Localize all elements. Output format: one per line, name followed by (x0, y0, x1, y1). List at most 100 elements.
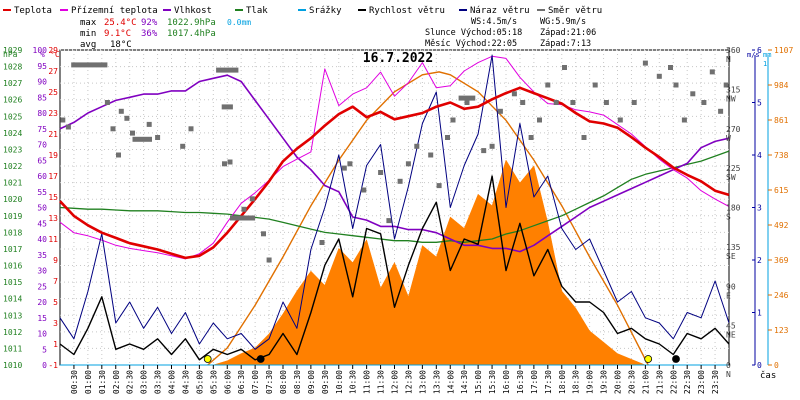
direction-compass-label: NW (726, 94, 736, 103)
hpa-tick-label: 1014 (3, 295, 22, 304)
wind-direction-point (124, 115, 130, 121)
humidity-tick-label: 45 (37, 219, 47, 228)
wind-speed-tick-label: 5 (757, 99, 762, 108)
x-tick-label: 16:00 (502, 370, 511, 394)
sunrise-marker (203, 355, 212, 363)
wind-direction-point (414, 143, 420, 149)
chart-title: 16.7.2022 (363, 51, 433, 66)
stats-min-label: min (80, 29, 96, 39)
wind-direction-point (603, 100, 609, 105)
hpa-tick-label: 1026 (3, 96, 22, 105)
temperature-tick-label: 17 (48, 172, 58, 181)
x-tick-label: 21:00 (641, 370, 650, 394)
sun-moon-markers (203, 355, 680, 363)
x-tick-label: 09:00 (307, 370, 316, 394)
wind-direction-point (709, 69, 715, 75)
x-tick-label: 04:00 (168, 370, 177, 394)
wind-direction-point (146, 121, 152, 127)
x-tick-label: 20:00 (614, 370, 623, 394)
wind-speed-tick-label: 4 (757, 151, 762, 160)
x-tick-label: 06:00 (223, 370, 232, 394)
wind-speed-tick-label: 1 (757, 309, 762, 318)
x-tick-label: 22:30 (683, 370, 692, 394)
humidity-tick-label: 40 (37, 235, 47, 244)
humidity-tick-label: 0 (42, 361, 47, 370)
humidity-tick-label: 55 (37, 188, 47, 197)
wind-direction-point (617, 117, 623, 123)
x-tick-label: 08:30 (293, 370, 302, 394)
direction-degree-label: 225 (726, 164, 741, 173)
stats-block: max 25.4°C 92% 1022.9hPa 0.0mm min 9.1°C… (80, 18, 251, 50)
temperature-tick-label: 5 (53, 298, 58, 307)
x-tick-label: 18:00 (558, 370, 567, 394)
wind-direction-point (378, 170, 384, 175)
temperature-tick-label: 27 (48, 67, 58, 76)
x-tick-label: 23:00 (697, 370, 706, 394)
wind-direction-point (681, 117, 687, 123)
direction-degree-label: 315 (726, 85, 741, 94)
temperature-tick-label: 25 (48, 88, 58, 97)
left-axes: 1029102810271026102510241023102210211020… (3, 46, 60, 370)
radiation-tick-label: 738 (774, 151, 789, 160)
x-tick-label: 14:00 (446, 370, 455, 394)
humidity-tick-label: 70 (37, 141, 47, 150)
x-tick-label: 10:00 (335, 370, 344, 394)
wind-sun-info: WS:4.5m/s WG:5.9m/s Slunce Východ:05:18 … (425, 17, 596, 49)
radiation-tick-label: 492 (774, 221, 789, 230)
wind-direction-point (570, 100, 576, 105)
wind-direction-point (656, 73, 662, 79)
wind-direction-point (361, 187, 367, 193)
wind-direction-point (631, 100, 637, 105)
stats-max-rain: 0.0mm (227, 18, 251, 27)
wind-direction-point (222, 161, 227, 167)
legend-label: Teplota (14, 6, 52, 16)
x-tick-label: 12:30 (404, 370, 413, 394)
x-tick-label: 21:30 (655, 370, 664, 394)
radiation-tick-label: 123 (774, 326, 789, 335)
x-tick-label: 07:00 (251, 370, 260, 394)
wind-direction-point (718, 108, 724, 114)
wind-direction-point (266, 257, 272, 263)
wind-direction-point (489, 143, 495, 149)
wind-direction-point (723, 82, 729, 88)
wind-direction-point (118, 108, 124, 114)
wind-direction-segment (132, 136, 152, 142)
rain-axis-label: mm (763, 51, 771, 59)
moonrise-marker (672, 355, 680, 363)
hpa-tick-label: 1024 (3, 129, 22, 138)
direction-compass-label: SE (726, 252, 736, 261)
hpa-tick-label: 1012 (3, 328, 22, 337)
x-tick-label: 13:30 (432, 370, 441, 394)
hpa-tick-label: 1025 (3, 112, 22, 121)
x-tick-label: 15:30 (488, 370, 497, 394)
temperature-tick-label: 13 (48, 214, 58, 223)
wind-direction-point (545, 82, 551, 88)
direction-compass-label: SW (726, 173, 736, 182)
humidity-tick-label: 5 (42, 345, 47, 354)
legend-label: Náraz větru (470, 6, 530, 16)
series-line-tlak (59, 150, 730, 243)
wind-direction-point (104, 100, 110, 105)
wind-direction-point (562, 65, 567, 70)
hpa-tick-label: 1013 (3, 311, 22, 320)
temperature-tick-label: 1 (53, 340, 58, 349)
stats-max-hum: 92% (141, 18, 158, 28)
wind-direction-point (65, 124, 71, 130)
humidity-tick-label: 15 (37, 314, 47, 323)
wind-direction-segment (221, 104, 233, 110)
x-tick-label: 02:00 (112, 370, 121, 394)
humidity-axis-label: % (40, 50, 45, 59)
series-line-rychlost-vetru (59, 175, 730, 361)
wind-direction-point (110, 126, 116, 132)
x-tick-label: 15:00 (474, 370, 483, 394)
wind-direction-point (116, 152, 121, 158)
wind-speed-tick-label: 0 (757, 361, 762, 370)
direction-degree-label: 180 (726, 204, 741, 213)
x-tick-label: 18:30 (572, 370, 581, 394)
x-tick-label: 17:30 (544, 370, 553, 394)
humidity-tick-label: 60 (37, 172, 47, 181)
x-tick-label: 02:30 (126, 370, 135, 394)
legend-label: Vlhkost (174, 6, 212, 16)
x-tick-label: 13:00 (418, 370, 427, 394)
radiation-tick-label: 984 (774, 81, 789, 90)
